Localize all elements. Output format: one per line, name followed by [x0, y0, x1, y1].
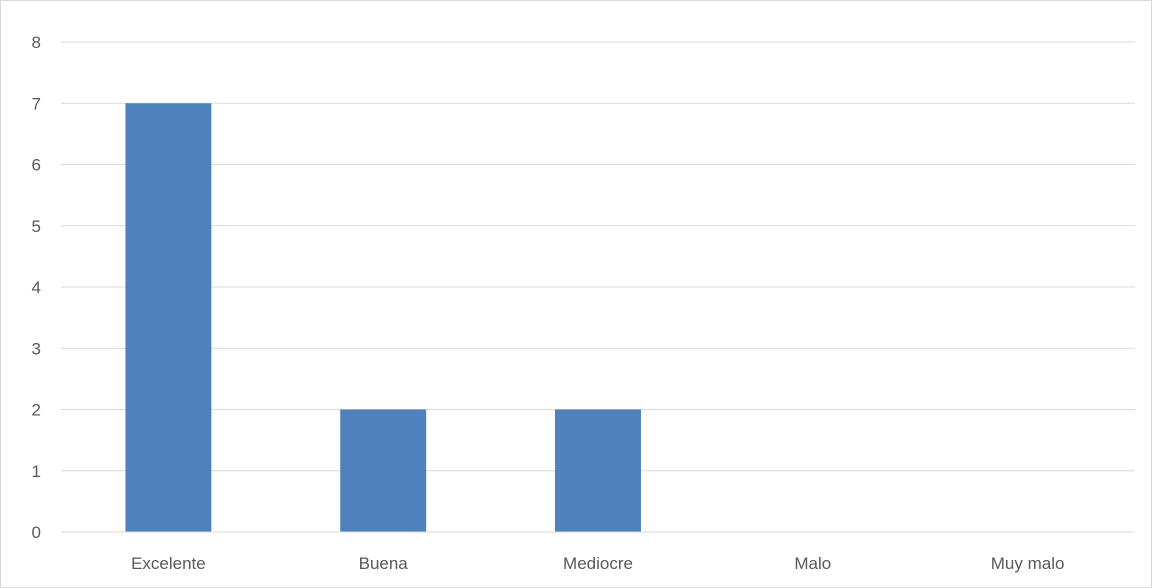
x-tick-label: Malo — [794, 554, 831, 573]
x-tick-label: Mediocre — [563, 554, 633, 573]
x-tick-label: Buena — [359, 554, 409, 573]
y-tick-label: 5 — [32, 217, 41, 236]
bar-mediocre — [555, 409, 641, 532]
y-tick-label: 4 — [32, 278, 41, 297]
x-tick-label: Excelente — [131, 554, 206, 573]
y-tick-label: 0 — [32, 523, 41, 542]
y-tick-label: 8 — [32, 33, 41, 52]
bars — [125, 103, 641, 532]
y-tick-label: 7 — [32, 94, 41, 113]
y-axis-tick-labels: 0 1 2 3 4 5 6 7 8 — [32, 33, 41, 542]
x-axis-tick-labels: Excelente Buena Mediocre Malo Muy malo — [131, 554, 1064, 573]
x-tick-label: Muy malo — [991, 554, 1065, 573]
y-tick-label: 1 — [32, 462, 41, 481]
y-tick-label: 6 — [32, 156, 41, 175]
y-tick-label: 2 — [32, 401, 41, 420]
bar-excelente — [125, 103, 212, 532]
y-tick-label: 3 — [32, 339, 41, 358]
gridlines — [61, 41, 1135, 472]
bar-buena — [340, 409, 427, 532]
